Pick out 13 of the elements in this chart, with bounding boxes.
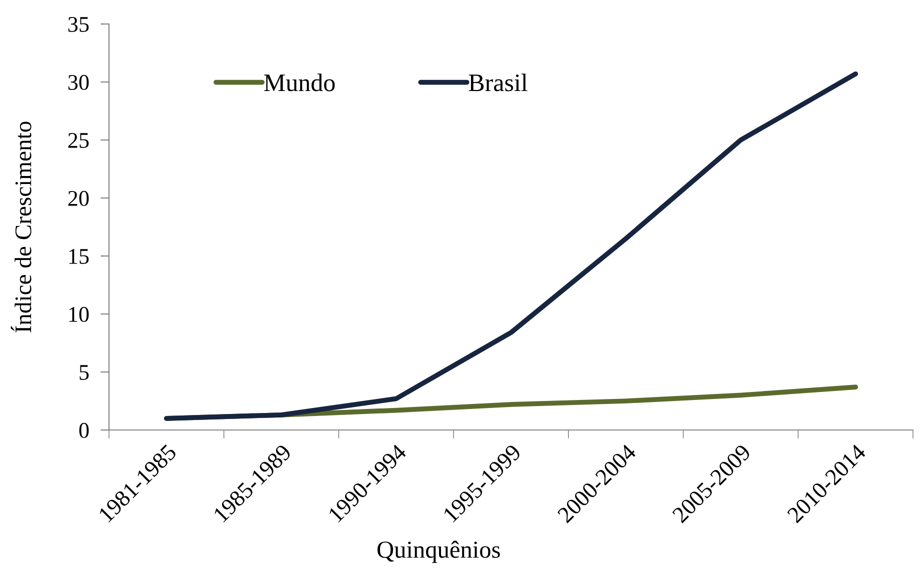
- legend-label: Mundo: [264, 74, 335, 92]
- x-axis-title: Quinquênios: [378, 540, 500, 563]
- y-axis-title: Índice de Crescimento: [10, 122, 32, 332]
- y-tick-label: 30: [68, 74, 89, 90]
- y-tick-label: 25: [68, 132, 89, 148]
- y-tick-label: 10: [69, 306, 89, 322]
- y-tick-label: 35: [68, 16, 89, 32]
- legend-label: Brasil: [468, 74, 528, 92]
- y-tick-label: 5: [80, 365, 89, 380]
- y-tick-label: 20: [68, 190, 89, 206]
- y-tick-label: 15: [69, 249, 89, 264]
- line-series: [164, 71, 858, 421]
- y-tick-label: 0: [79, 422, 89, 438]
